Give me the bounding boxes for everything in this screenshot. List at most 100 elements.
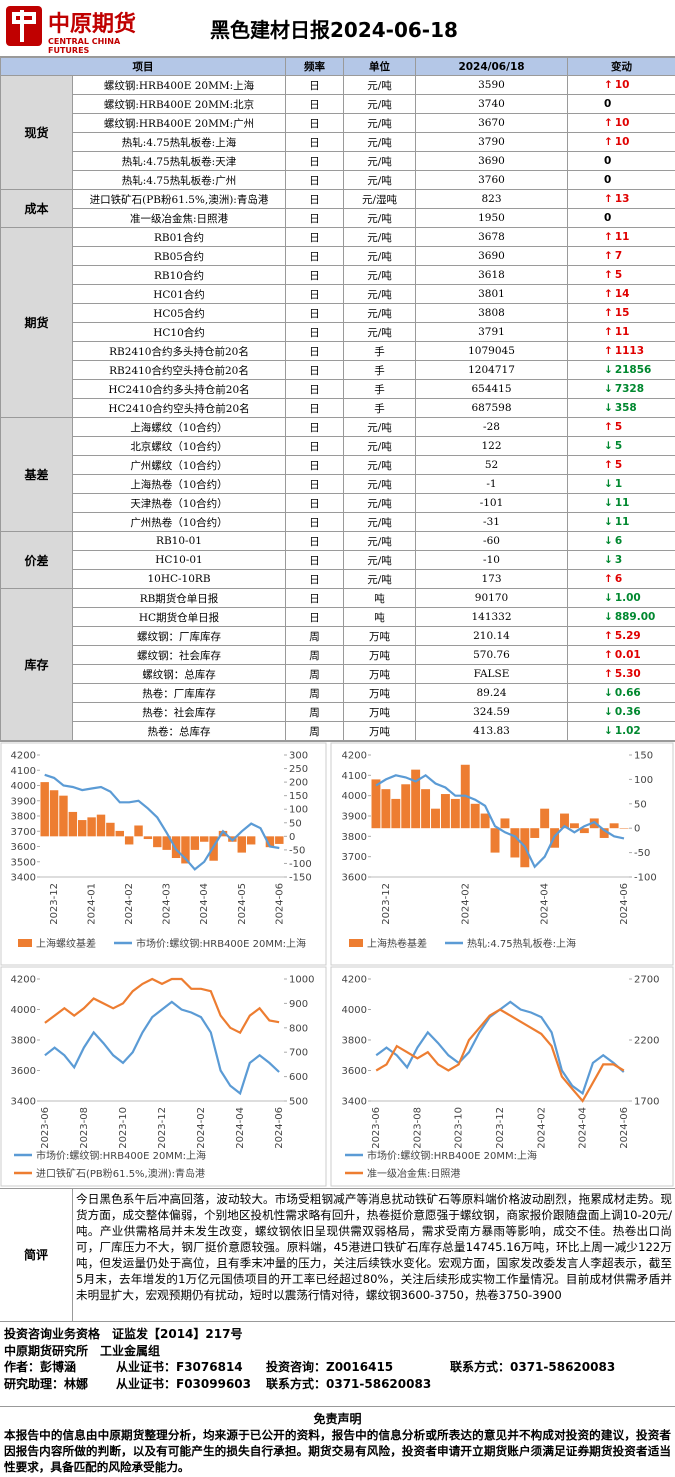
x-tick-label: 2024-04 [235,1107,246,1149]
change-cell: 10 [568,76,675,95]
y2-tick-label: 800 [289,1023,308,1034]
value-cell: 3740 [416,95,568,114]
x-tick-label: 2023-06 [40,1107,51,1149]
freq-cell: 日 [286,209,344,228]
change-cell: 5 [568,418,675,437]
line [45,979,279,1033]
x-tick-label: 2023-10 [454,1107,465,1149]
freq-cell: 日 [286,266,344,285]
item-cell: 准一级冶金焦:日照港 [73,209,286,228]
column-header: 2024/06/18 [416,58,568,76]
bar [570,823,579,828]
y-tick-label: 3600 [342,873,367,884]
change-cell: 0.36 [568,703,675,722]
logo-icon [4,4,44,48]
value-cell: 122 [416,437,568,456]
y2-tick-label: 700 [289,1048,308,1059]
y-tick-label: 3700 [11,827,36,838]
bar [247,836,255,844]
change-cell: 1.00 [568,589,675,608]
value-cell: 210.14 [416,627,568,646]
legend-label: 市场价:螺纹钢:HRB400E 20MM:上海 [367,1149,537,1162]
y-tick-label: 4000 [342,791,367,802]
value-cell: 3690 [416,152,568,171]
y-tick-label: 3800 [11,1036,36,1047]
value-cell: 3760 [416,171,568,190]
title: 黑色建材日报2024-06-18 [210,14,458,43]
y2-tick-label: 100 [634,775,653,786]
info-text: 投资咨询业务资格 证监发【2014】217号 [4,1326,242,1343]
unit-cell: 手 [344,361,416,380]
value-cell: -60 [416,532,568,551]
table-row: 北京螺纹（10合约）日元/吨1225 [1,437,675,456]
bar [491,828,500,852]
unit-cell: 万吨 [344,665,416,684]
value-cell: 141332 [416,608,568,627]
item-cell: 螺纹钢:HRB400E 20MM:北京 [73,95,286,114]
info-text: 联系方式：0371-58620083 [450,1359,650,1376]
legend-label: 上海螺纹基差 [36,937,96,950]
y2-tick-label: 0 [634,824,640,835]
unit-cell: 元/吨 [344,570,416,589]
table-row: HC2410合约多头持仓前20名日手6544157328 [1,380,675,399]
x-tick-label: 2023-12 [381,883,392,925]
y2-tick-label: 1700 [634,1097,659,1108]
chart: 3600370038003900400041004200-100-5005010… [333,743,673,965]
y-tick-label: 4200 [342,975,367,986]
info: 投资咨询业务资格 证监发【2014】217号中原期货研究所 工业金属组作者：彭博… [4,1326,650,1392]
bar [451,799,460,828]
item-cell: 热轧:4.75热轧板卷:上海 [73,133,286,152]
unit-cell: 元/吨 [344,209,416,228]
x-tick-label: 2024-02 [196,1107,207,1149]
x-tick-label: 2024-02 [536,1107,547,1149]
y2-tick-label: -50 [289,845,305,856]
value-cell: 823 [416,190,568,209]
freq-cell: 日 [286,513,344,532]
freq-cell: 日 [286,570,344,589]
freq-cell: 日 [286,437,344,456]
change-cell: 3 [568,551,675,570]
y2-tick-label: 150 [634,751,653,762]
column-header: 项目 [1,58,286,76]
x-tick-label: 2024-06 [619,883,630,925]
value-cell: 3618 [416,266,568,285]
unit-cell: 万吨 [344,722,416,741]
x-tick-label: 2023-08 [79,1107,90,1149]
unit-cell: 万吨 [344,703,416,722]
x-tick-label: 2024-05 [237,883,248,925]
unit-cell: 元/吨 [344,475,416,494]
change-cell: 7328 [568,380,675,399]
change-cell: 5 [568,437,675,456]
freq-cell: 周 [286,703,344,722]
y2-tick-label: 250 [289,764,308,775]
unit-cell: 元/吨 [344,133,416,152]
y-tick-label: 3500 [11,857,36,868]
unit-cell: 万吨 [344,627,416,646]
y2-tick-label: 200 [289,778,308,789]
freq-cell: 日 [286,551,344,570]
column-header: 频率 [286,58,344,76]
value-cell: -10 [416,551,568,570]
group-cell: 库存 [1,589,73,741]
change-cell: 5.30 [568,665,675,684]
freq-cell: 日 [286,76,344,95]
item-cell: RB10合约 [73,266,286,285]
y2-tick-label: 2700 [634,975,659,986]
info-line: 中原期货研究所 工业金属组 [4,1343,650,1360]
y-tick-label: 4200 [342,751,367,762]
x-tick-label: 2024-06 [274,883,285,925]
item-cell: 热卷：厂库库存 [73,684,286,703]
x-tick-label: 2024-06 [619,1107,630,1149]
item-cell: RB10-01 [73,532,286,551]
x-tick-label: 2023-12 [157,1107,168,1149]
change-cell: 11 [568,513,675,532]
unit-cell: 元/吨 [344,285,416,304]
value-cell: 1950 [416,209,568,228]
bar [134,825,142,836]
